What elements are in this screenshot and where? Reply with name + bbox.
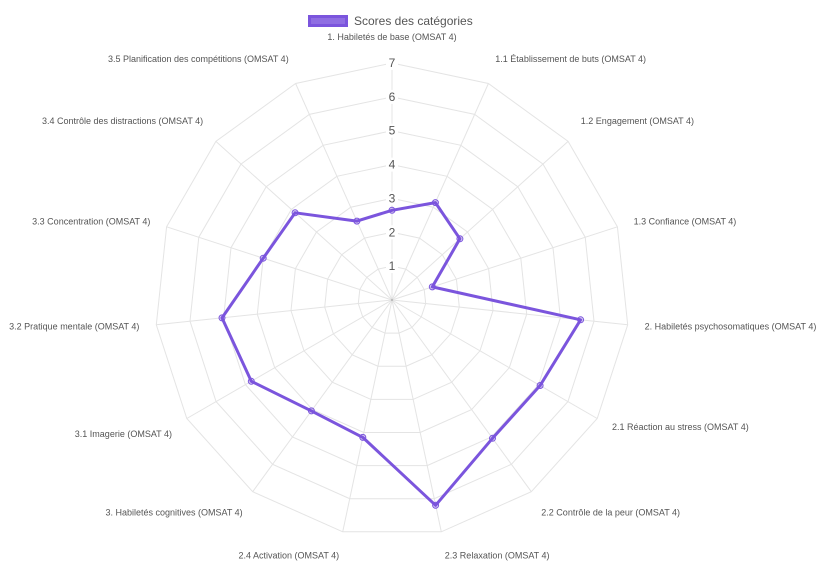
category-label: 1.3 Confiance (OMSAT 4) (634, 217, 737, 227)
data-point (353, 217, 361, 225)
tick-label: 4 (389, 158, 396, 172)
grid-spoke (342, 299, 393, 532)
grid-ring (357, 265, 427, 334)
grid-ring (290, 197, 494, 400)
legend-label: Scores des catégories (354, 14, 473, 28)
data-point (359, 433, 367, 441)
grid-ring (155, 62, 629, 533)
data-point (307, 407, 315, 415)
category-label: 1. Habiletés de base (OMSAT 4) (327, 32, 456, 42)
grid-spoke (391, 299, 442, 532)
tick-label-bg (386, 123, 398, 138)
tick-label: 2 (389, 225, 396, 239)
data-point (577, 316, 585, 324)
grid-spoke (391, 299, 628, 326)
grid-spoke (295, 83, 393, 301)
category-label: 3.2 Pratique mentale (OMSAT 4) (9, 322, 139, 332)
data-point (388, 206, 396, 214)
grid-spoke (391, 141, 569, 301)
grid-spoke (215, 141, 393, 301)
series-line (220, 201, 583, 507)
grid-spoke (252, 299, 393, 492)
tick-label: 6 (389, 90, 396, 104)
legend[interactable]: Scores des catégories (308, 12, 473, 30)
category-label: 3.4 Contrôle des distractions (OMSAT 4) (42, 116, 203, 126)
grid-ring (256, 164, 528, 433)
category-label: 2.1 Réaction au stress (OMSAT 4) (612, 422, 749, 432)
category-label: 1.1 Établissement de buts (OMSAT 4) (495, 54, 646, 64)
tick-label-bg (386, 56, 398, 70)
tick-label: 5 (389, 124, 396, 138)
grid-spoke (391, 299, 598, 419)
grid-spoke (391, 83, 489, 301)
data-point (247, 377, 255, 385)
tick-label-bg (386, 191, 398, 206)
data-point (291, 209, 299, 217)
grid-spoke (156, 299, 393, 326)
data-point (432, 501, 440, 509)
category-label: 3. Habiletés cognitives (OMSAT 4) (105, 508, 242, 518)
data-point (456, 235, 464, 243)
grid-spoke (166, 226, 393, 301)
data-point (489, 434, 496, 442)
tick-label: 7 (389, 56, 396, 70)
grid-ring (189, 96, 595, 500)
category-label: 3.3 Concentration (OMSAT 4) (32, 217, 150, 227)
legend-swatch (308, 15, 348, 27)
data-point (536, 382, 544, 389)
grid-spoke (186, 299, 393, 419)
data-point (431, 199, 439, 207)
category-label: 1.2 Engagement (OMSAT 4) (581, 116, 694, 126)
tick-label: 1 (389, 259, 396, 273)
tick-label-bg (386, 259, 398, 274)
category-label: 2.4 Activation (OMSAT 4) (238, 550, 339, 560)
tick-label-bg (386, 225, 398, 240)
grid-spoke (391, 299, 532, 492)
category-label: 2. Habiletés psychosomatiques (OMSAT 4) (645, 322, 817, 332)
category-label: 3.5 Planification des compétitions (OMSA… (108, 54, 289, 64)
data-point (218, 314, 226, 322)
tick-label-bg (386, 89, 398, 104)
center-dot (390, 298, 394, 302)
category-label: 2.3 Relaxation (OMSAT 4) (445, 550, 550, 560)
grid-spoke (391, 226, 618, 301)
category-label: 2.2 Contrôle de la peur (OMSAT 4) (541, 508, 680, 518)
category-label: 3.1 Imagerie (OMSAT 4) (75, 429, 172, 439)
tick-label-bg (386, 157, 398, 172)
grid-ring (324, 231, 460, 367)
tick-label: 3 (389, 191, 396, 205)
data-point (259, 254, 267, 262)
data-point (428, 283, 436, 291)
